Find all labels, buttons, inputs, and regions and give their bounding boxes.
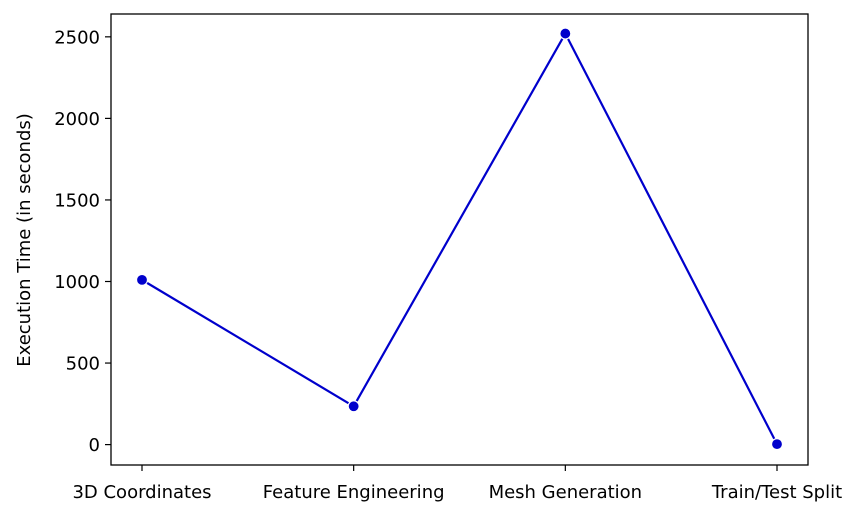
- x-tick-label: Feature Engineering: [263, 482, 445, 503]
- y-tick-label: 1500: [54, 190, 100, 211]
- axes-frame: [110, 13, 809, 466]
- x-tick-label: Mesh Generation: [489, 482, 643, 503]
- data-point: [770, 438, 784, 451]
- y-axis: 0 500 1000 1500 2000 2500: [54, 27, 111, 456]
- x-axis: 3D Coordinates Feature Engineering Mesh Ge…: [72, 465, 842, 503]
- y-tick-label: 2000: [54, 109, 100, 130]
- data-point: [135, 273, 149, 286]
- y-tick-label: 1000: [54, 272, 100, 293]
- x-tick-label: 3D Coordinates: [72, 482, 211, 503]
- series-line: [141, 32, 778, 445]
- y-tick-label: 0: [89, 435, 100, 456]
- plot-area: [135, 27, 784, 451]
- y-tick-label: 2500: [54, 27, 100, 48]
- x-tick-label: Train/Test Split: [711, 482, 842, 503]
- data-point: [347, 400, 360, 413]
- y-axis-label: Execution Time (in seconds): [14, 113, 35, 367]
- y-tick-label: 500: [66, 354, 100, 375]
- data-point: [559, 27, 572, 40]
